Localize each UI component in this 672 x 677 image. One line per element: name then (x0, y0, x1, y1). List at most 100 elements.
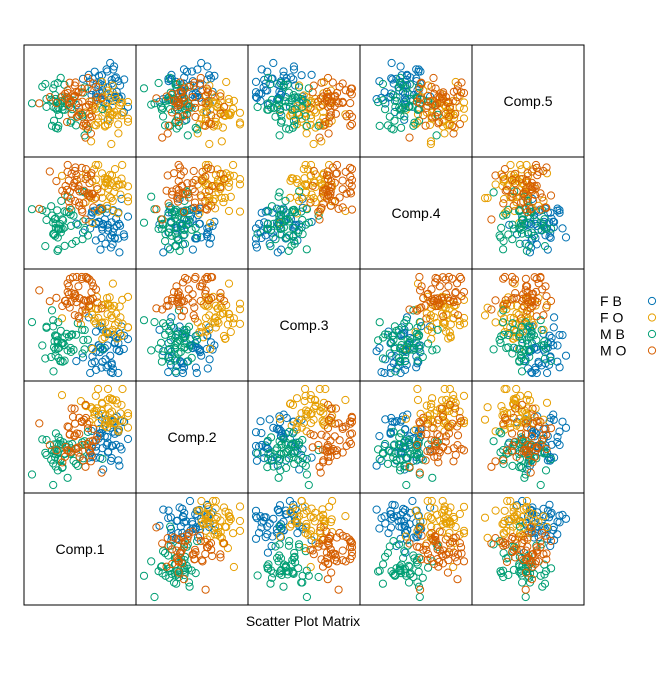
data-point (417, 303, 426, 312)
data-point (201, 289, 210, 298)
data-point (545, 232, 554, 241)
data-point (120, 232, 129, 241)
data-point (181, 206, 190, 215)
data-point (539, 550, 548, 559)
data-point (193, 231, 202, 240)
data-point (507, 548, 517, 557)
data-point (285, 427, 294, 436)
scatter-panel (139, 496, 245, 602)
data-point (502, 446, 512, 455)
data-point (183, 109, 192, 119)
diagonal-variable-label: Comp.1 (55, 541, 104, 557)
data-point (335, 82, 344, 91)
data-point (211, 93, 220, 102)
data-point (191, 223, 200, 232)
data-point (437, 550, 446, 559)
data-point (158, 351, 167, 360)
data-point (198, 279, 207, 288)
data-point (509, 399, 518, 408)
data-point (323, 424, 333, 433)
data-point (65, 203, 74, 212)
data-point (405, 432, 414, 441)
data-point (541, 231, 550, 240)
data-point (235, 180, 245, 189)
data-point (510, 206, 519, 216)
data-point (197, 114, 206, 123)
data-point (302, 592, 311, 602)
data-point (63, 287, 72, 297)
data-point (63, 446, 72, 455)
data-point (197, 176, 206, 185)
data-point (331, 109, 340, 118)
points-layer (27, 58, 571, 602)
data-point (409, 121, 418, 130)
data-point (159, 248, 168, 257)
data-point (428, 417, 437, 426)
data-point (251, 77, 261, 87)
data-point (292, 515, 302, 524)
data-point (171, 80, 180, 89)
data-point (165, 228, 174, 237)
data-point (500, 506, 509, 515)
data-point (438, 117, 447, 126)
data-point (83, 424, 93, 433)
data-point (205, 540, 214, 550)
data-point (52, 293, 61, 302)
data-point (102, 363, 111, 372)
data-point (98, 193, 107, 202)
data-point (229, 96, 238, 106)
data-point (290, 552, 299, 561)
data-point (404, 322, 414, 331)
data-point (161, 237, 170, 246)
data-point (375, 524, 384, 533)
data-point (78, 440, 87, 450)
data-point (269, 423, 278, 432)
data-point (507, 514, 516, 524)
data-point (459, 98, 469, 107)
data-point (251, 234, 261, 243)
data-point (534, 557, 543, 566)
data-point (191, 363, 200, 372)
data-point (157, 338, 166, 347)
data-point (385, 349, 394, 358)
data-point (546, 532, 555, 541)
data-point (226, 108, 235, 117)
data-point (252, 243, 261, 252)
data-point (409, 426, 418, 436)
data-point (53, 448, 62, 457)
data-point (515, 414, 524, 423)
data-point (225, 310, 234, 319)
data-point (528, 458, 537, 467)
data-point (509, 294, 518, 303)
data-point (550, 313, 559, 322)
data-point (507, 272, 517, 282)
data-point (263, 463, 272, 472)
data-point (298, 435, 307, 445)
data-point (77, 88, 86, 97)
data-point (78, 349, 87, 358)
data-point (53, 206, 62, 215)
data-point (220, 539, 229, 548)
data-point (555, 518, 564, 527)
data-point (257, 440, 266, 450)
data-point (49, 367, 58, 376)
data-point (459, 526, 469, 535)
data-point (267, 74, 276, 83)
data-point (323, 167, 332, 176)
data-point (58, 458, 67, 467)
data-point (297, 117, 306, 126)
data-point (306, 114, 316, 123)
data-point (155, 325, 164, 334)
data-point (453, 297, 462, 306)
data-point (191, 343, 200, 352)
data-point (180, 239, 190, 248)
data-point (216, 528, 225, 537)
data-point (297, 423, 306, 432)
data-point (190, 198, 200, 207)
data-point (57, 171, 67, 180)
data-point (459, 319, 469, 328)
data-point (277, 224, 286, 233)
data-point (165, 573, 174, 582)
data-point (306, 526, 316, 535)
data-point (298, 203, 307, 212)
